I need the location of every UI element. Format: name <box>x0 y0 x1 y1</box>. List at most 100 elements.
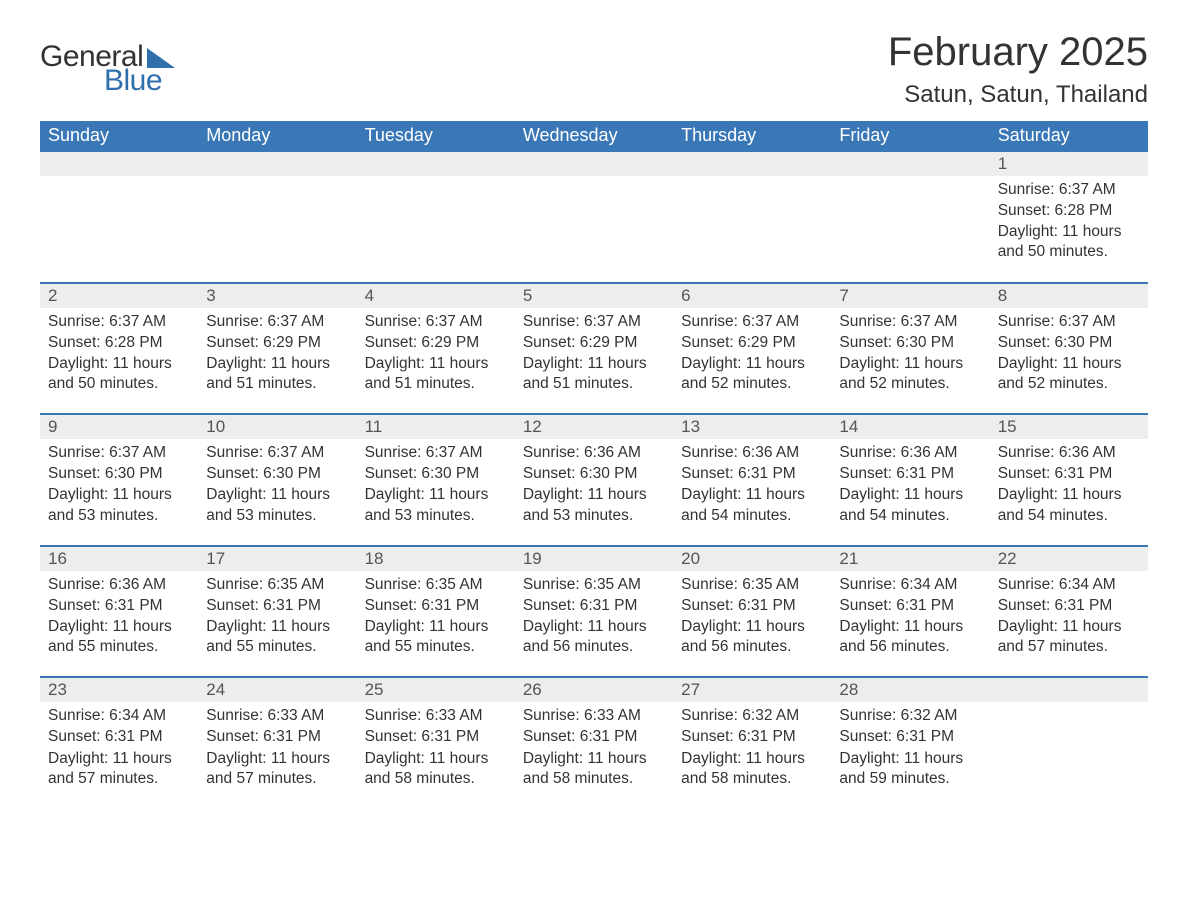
day-number-cell: 6 <box>673 283 831 308</box>
day-content-cell: Sunrise: 6:34 AMSunset: 6:31 PMDaylight:… <box>831 571 989 678</box>
sunrise-text: Sunrise: 6:33 AM <box>365 706 507 726</box>
sunset-text: Sunset: 6:30 PM <box>839 333 981 353</box>
week-daynum-row: 2345678 <box>40 283 1148 308</box>
daylight-text: Daylight: 11 hours and 50 minutes. <box>998 222 1140 262</box>
day-content-cell: Sunrise: 6:37 AMSunset: 6:28 PMDaylight:… <box>40 308 198 415</box>
day-header: Sunday <box>40 121 198 151</box>
day-number-cell: 4 <box>357 283 515 308</box>
day-header: Saturday <box>990 121 1148 151</box>
day-content-cell <box>40 176 198 283</box>
sunset-text: Sunset: 6:31 PM <box>48 596 190 616</box>
day-content-cell: Sunrise: 6:35 AMSunset: 6:31 PMDaylight:… <box>198 571 356 678</box>
day-number-cell: 28 <box>831 677 989 702</box>
sunset-text: Sunset: 6:30 PM <box>523 464 665 484</box>
daylight-text: Daylight: 11 hours and 53 minutes. <box>365 485 507 525</box>
daylight-text: Daylight: 11 hours and 56 minutes. <box>839 617 981 657</box>
sunset-text: Sunset: 6:31 PM <box>523 727 665 747</box>
sunrise-text: Sunrise: 6:34 AM <box>48 706 190 726</box>
day-number-cell <box>990 677 1148 702</box>
daylight-text: Daylight: 11 hours and 53 minutes. <box>48 485 190 525</box>
day-number-cell: 16 <box>40 546 198 571</box>
day-number-cell: 24 <box>198 677 356 702</box>
daylight-text: Daylight: 11 hours and 54 minutes. <box>681 485 823 525</box>
logo-text-blue: Blue <box>104 64 175 98</box>
day-content-cell <box>198 176 356 283</box>
day-number-cell: 2 <box>40 283 198 308</box>
sunset-text: Sunset: 6:31 PM <box>681 596 823 616</box>
sunrise-text: Sunrise: 6:35 AM <box>523 575 665 595</box>
daylight-text: Daylight: 11 hours and 50 minutes. <box>48 354 190 394</box>
day-number-cell: 12 <box>515 414 673 439</box>
day-content-cell <box>673 176 831 283</box>
day-content-cell: Sunrise: 6:36 AMSunset: 6:31 PMDaylight:… <box>990 439 1148 546</box>
day-content-cell: Sunrise: 6:36 AMSunset: 6:31 PMDaylight:… <box>673 439 831 546</box>
daylight-text: Daylight: 11 hours and 55 minutes. <box>48 617 190 657</box>
day-number-cell: 27 <box>673 677 831 702</box>
day-content-cell <box>831 176 989 283</box>
day-content-cell: Sunrise: 6:37 AMSunset: 6:28 PMDaylight:… <box>990 176 1148 283</box>
sunset-text: Sunset: 6:31 PM <box>839 464 981 484</box>
day-content-cell: Sunrise: 6:36 AMSunset: 6:31 PMDaylight:… <box>831 439 989 546</box>
sunset-text: Sunset: 6:31 PM <box>523 596 665 616</box>
day-number-cell <box>198 151 356 176</box>
sunrise-text: Sunrise: 6:37 AM <box>365 443 507 463</box>
sunrise-text: Sunrise: 6:36 AM <box>839 443 981 463</box>
month-title: February 2025 <box>888 30 1148 75</box>
sunset-text: Sunset: 6:31 PM <box>681 464 823 484</box>
week-content-row: Sunrise: 6:37 AMSunset: 6:28 PMDaylight:… <box>40 176 1148 283</box>
sunset-text: Sunset: 6:29 PM <box>681 333 823 353</box>
day-content-cell: Sunrise: 6:37 AMSunset: 6:30 PMDaylight:… <box>831 308 989 415</box>
day-content-cell: Sunrise: 6:37 AMSunset: 6:30 PMDaylight:… <box>357 439 515 546</box>
day-number-cell: 7 <box>831 283 989 308</box>
day-header: Monday <box>198 121 356 151</box>
sunset-text: Sunset: 6:31 PM <box>48 727 190 747</box>
daylight-text: Daylight: 11 hours and 54 minutes. <box>839 485 981 525</box>
daylight-text: Daylight: 11 hours and 55 minutes. <box>365 617 507 657</box>
sunset-text: Sunset: 6:31 PM <box>839 596 981 616</box>
daylight-text: Daylight: 11 hours and 52 minutes. <box>998 354 1140 394</box>
sunrise-text: Sunrise: 6:32 AM <box>839 706 981 726</box>
daylight-text: Daylight: 11 hours and 51 minutes. <box>206 354 348 394</box>
sunset-text: Sunset: 6:31 PM <box>839 727 981 747</box>
day-content-cell: Sunrise: 6:32 AMSunset: 6:31 PMDaylight:… <box>831 702 989 808</box>
day-number-cell: 19 <box>515 546 673 571</box>
sunrise-text: Sunrise: 6:33 AM <box>523 706 665 726</box>
daylight-text: Daylight: 11 hours and 56 minutes. <box>523 617 665 657</box>
sunset-text: Sunset: 6:30 PM <box>365 464 507 484</box>
sunrise-text: Sunrise: 6:36 AM <box>523 443 665 463</box>
week-content-row: Sunrise: 6:37 AMSunset: 6:30 PMDaylight:… <box>40 439 1148 546</box>
day-number-cell: 13 <box>673 414 831 439</box>
day-content-cell: Sunrise: 6:37 AMSunset: 6:29 PMDaylight:… <box>515 308 673 415</box>
day-number-cell: 10 <box>198 414 356 439</box>
day-number-cell: 23 <box>40 677 198 702</box>
day-content-cell: Sunrise: 6:37 AMSunset: 6:29 PMDaylight:… <box>357 308 515 415</box>
sunset-text: Sunset: 6:31 PM <box>998 596 1140 616</box>
week-content-row: Sunrise: 6:36 AMSunset: 6:31 PMDaylight:… <box>40 571 1148 678</box>
day-header: Tuesday <box>357 121 515 151</box>
logo-sail-icon <box>147 48 175 68</box>
sunrise-text: Sunrise: 6:35 AM <box>681 575 823 595</box>
sunrise-text: Sunrise: 6:35 AM <box>365 575 507 595</box>
day-number-cell: 3 <box>198 283 356 308</box>
daylight-text: Daylight: 11 hours and 57 minutes. <box>998 617 1140 657</box>
daylight-text: Daylight: 11 hours and 58 minutes. <box>365 749 507 789</box>
day-header: Thursday <box>673 121 831 151</box>
sunrise-text: Sunrise: 6:33 AM <box>206 706 348 726</box>
day-content-cell: Sunrise: 6:37 AMSunset: 6:29 PMDaylight:… <box>673 308 831 415</box>
day-number-cell: 20 <box>673 546 831 571</box>
daylight-text: Daylight: 11 hours and 51 minutes. <box>523 354 665 394</box>
daylight-text: Daylight: 11 hours and 55 minutes. <box>206 617 348 657</box>
sunset-text: Sunset: 6:31 PM <box>206 596 348 616</box>
week-daynum-row: 232425262728 <box>40 677 1148 702</box>
day-number-cell: 11 <box>357 414 515 439</box>
sunrise-text: Sunrise: 6:36 AM <box>998 443 1140 463</box>
day-content-cell: Sunrise: 6:37 AMSunset: 6:30 PMDaylight:… <box>40 439 198 546</box>
sunrise-text: Sunrise: 6:37 AM <box>998 312 1140 332</box>
week-daynum-row: 16171819202122 <box>40 546 1148 571</box>
sunrise-text: Sunrise: 6:35 AM <box>206 575 348 595</box>
day-number-cell: 15 <box>990 414 1148 439</box>
week-content-row: Sunrise: 6:37 AMSunset: 6:28 PMDaylight:… <box>40 308 1148 415</box>
day-content-cell <box>357 176 515 283</box>
sunset-text: Sunset: 6:31 PM <box>998 464 1140 484</box>
day-number-cell: 8 <box>990 283 1148 308</box>
